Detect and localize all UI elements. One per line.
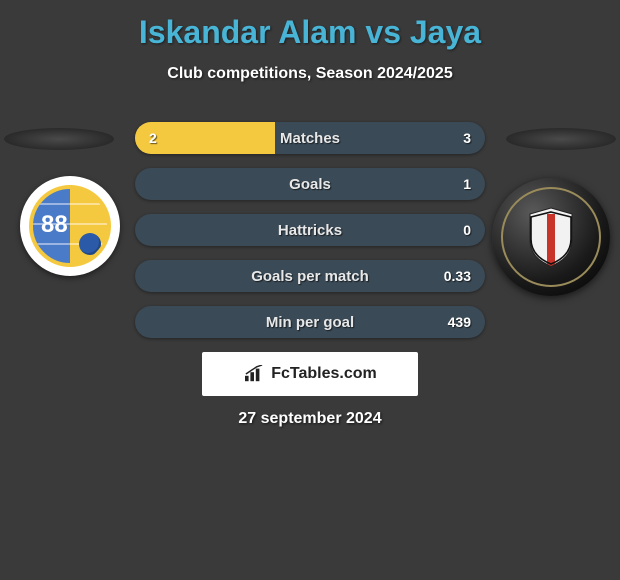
stat-row-matches: 2 Matches 3 <box>135 122 485 154</box>
player-shadow-left <box>4 128 114 150</box>
stat-row-goals: Goals 1 <box>135 168 485 200</box>
player-shadow-right <box>506 128 616 150</box>
stat-label: Goals per match <box>251 268 369 285</box>
stat-label: Goals <box>289 176 331 193</box>
footer-brand-box: FcTables.com <box>202 352 418 396</box>
soccer-ball-icon <box>79 233 101 255</box>
stat-label: Min per goal <box>266 314 354 331</box>
stat-right-value: 439 <box>448 306 471 338</box>
club-crest-right <box>492 178 610 296</box>
crest-left-badge: 88 <box>29 185 111 267</box>
page-subtitle: Club competitions, Season 2024/2025 <box>0 65 620 83</box>
stat-label: Matches <box>280 130 340 147</box>
stat-right-value: 1 <box>463 168 471 200</box>
page-title: Iskandar Alam vs Jaya <box>0 0 620 51</box>
crest-right-shield-icon <box>526 206 576 268</box>
stat-right-value: 0 <box>463 214 471 246</box>
stat-label: Hattricks <box>278 222 342 239</box>
footer-date: 27 september 2024 <box>0 410 620 428</box>
stats-container: 2 Matches 3 Goals 1 Hattricks 0 Goals pe… <box>135 122 485 352</box>
club-crest-left: 88 <box>20 176 120 276</box>
stat-left-value: 2 <box>149 122 157 154</box>
stat-row-min-per-goal: Min per goal 439 <box>135 306 485 338</box>
footer-brand-text: FcTables.com <box>271 365 377 383</box>
stat-right-value: 0.33 <box>444 260 471 292</box>
stat-row-goals-per-match: Goals per match 0.33 <box>135 260 485 292</box>
crest-left-number: 88 <box>41 211 68 239</box>
stat-right-value: 3 <box>463 122 471 154</box>
bar-chart-icon <box>243 365 265 383</box>
stat-row-hattricks: Hattricks 0 <box>135 214 485 246</box>
